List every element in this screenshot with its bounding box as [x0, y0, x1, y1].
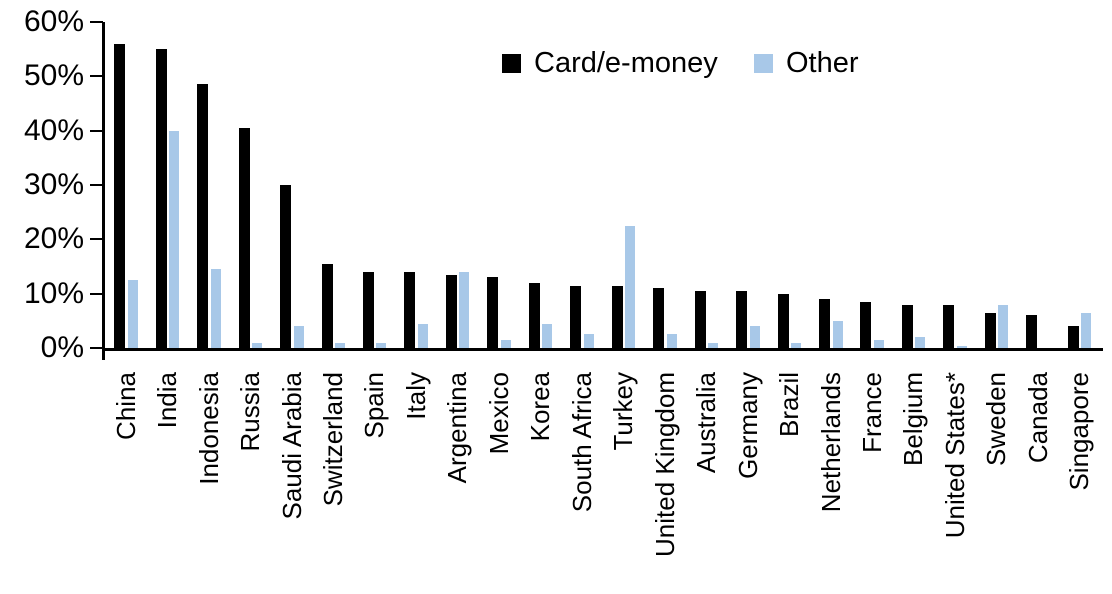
bar-other: [252, 342, 263, 348]
x-axis-label: Spain: [359, 372, 390, 439]
x-axis-label: Korea: [525, 372, 556, 442]
y-axis-tick-mark: [90, 238, 103, 241]
y-axis-tick-mark: [90, 292, 103, 295]
y-axis-tick-mark: [90, 347, 103, 349]
x-axis-label: Singapore: [1064, 372, 1095, 491]
bar-card-e-money: [155, 49, 167, 348]
x-axis-origin-tick: [102, 348, 105, 360]
bar-card-e-money: [362, 271, 374, 348]
y-axis-tick-label: 40%: [23, 113, 84, 147]
bar-other: [500, 339, 511, 348]
x-axis-label: Sweden: [981, 372, 1012, 466]
bar-other: [293, 326, 304, 348]
bar-other: [210, 269, 221, 348]
x-axis-label: Saudi Arabia: [276, 372, 307, 520]
legend-label-other: Other: [786, 46, 859, 79]
bar-card-e-money: [404, 271, 416, 348]
bar-other: [832, 320, 843, 348]
x-axis-label: South Africa: [566, 372, 597, 513]
bar-card-e-money: [901, 304, 913, 348]
x-axis-label: Indonesia: [193, 372, 224, 485]
y-axis-tick-label: 20%: [23, 222, 84, 256]
x-axis-label: United Kingdom: [649, 372, 680, 557]
x-axis-label: Australia: [691, 372, 722, 474]
y-axis-tick-mark: [90, 21, 103, 23]
bar-other: [1081, 312, 1092, 348]
bar-card-e-money: [736, 290, 748, 348]
bar-card-e-money: [819, 299, 831, 348]
x-axis-label: Switzerland: [318, 372, 349, 507]
y-axis-tick-label: 30%: [23, 168, 84, 201]
bar-other: [956, 346, 967, 348]
bar-card-e-money: [528, 282, 540, 348]
bar-card-e-money: [860, 301, 872, 348]
x-axis-label: China: [110, 372, 141, 440]
bar-card-e-money: [777, 293, 789, 348]
legend-item-card-e-money: Card/e-money: [502, 47, 718, 79]
bar-card-e-money: [238, 127, 250, 348]
bar-other: [791, 342, 802, 348]
bar-card-e-money: [321, 263, 333, 348]
bar-other: [335, 342, 346, 348]
plot-area: [102, 22, 1103, 351]
legend-item-other: Other: [754, 47, 859, 79]
y-axis-tick-label: 0%: [40, 331, 84, 364]
x-axis-label: France: [856, 372, 887, 453]
bar-card-e-money: [197, 84, 209, 348]
bar-other: [169, 130, 180, 348]
bar-other: [542, 323, 553, 348]
bar-other: [127, 280, 138, 348]
y-axis-tick-mark: [90, 75, 103, 78]
y-axis-tick-label: 10%: [23, 276, 84, 310]
x-axis-label: Belgium: [898, 372, 929, 466]
y-axis-tick-mark: [90, 184, 103, 186]
legend-swatch-other-icon: [754, 53, 773, 73]
x-axis-label: Mexico: [483, 372, 514, 455]
x-axis-label: Brazil: [774, 372, 805, 438]
legend-label-card-e-money: Card/e-money: [534, 46, 718, 79]
y-axis-tick-label: 60%: [23, 5, 84, 38]
bar-other: [417, 323, 428, 348]
bar-card-e-money: [1026, 315, 1038, 348]
bar-other: [625, 225, 636, 348]
bar-other: [376, 342, 387, 348]
bar-other: [666, 334, 677, 348]
bar-other: [873, 339, 884, 348]
bar-other: [998, 304, 1009, 348]
x-axis-label: India: [152, 372, 183, 429]
x-axis-label: Germany: [732, 372, 763, 479]
x-axis-label: United States*: [939, 372, 970, 539]
x-axis-label: Russia: [235, 372, 266, 452]
y-axis-tick-label: 50%: [23, 59, 84, 93]
x-axis-label: Argentina: [442, 372, 473, 484]
bar-card-e-money: [984, 312, 996, 348]
x-axis-label: Turkey: [608, 372, 639, 451]
bar-card-e-money: [611, 285, 623, 348]
y-axis-tick-mark: [90, 129, 103, 132]
bar-card-e-money: [943, 304, 955, 348]
bar-other: [915, 337, 926, 348]
bar-card-e-money: [114, 43, 126, 348]
bar-other: [583, 334, 594, 348]
bar-card-e-money: [653, 288, 665, 348]
x-axis-label: Italy: [400, 372, 431, 420]
x-axis-label: Canada: [1022, 372, 1053, 464]
bar-other: [708, 342, 719, 348]
bar-card-e-money: [1067, 326, 1079, 348]
bar-other: [749, 326, 760, 348]
bar-card-e-money: [280, 185, 292, 348]
bar-card-e-money: [445, 274, 457, 348]
bar-card-e-money: [570, 285, 582, 348]
bar-other: [459, 271, 470, 348]
legend-swatch-card-e-money-icon: [502, 53, 521, 73]
bar-card-e-money: [694, 290, 706, 348]
x-axis-label: Netherlands: [815, 372, 846, 513]
bar-card-e-money: [487, 277, 499, 348]
